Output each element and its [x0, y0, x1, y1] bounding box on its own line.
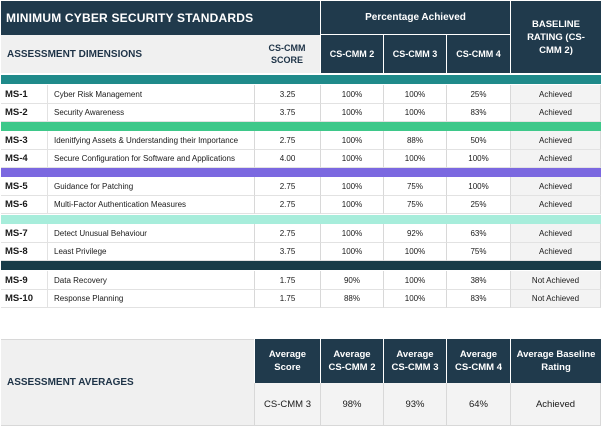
- avg-cmm4-value: 64%: [446, 383, 510, 426]
- avg-cmm3-value: 93%: [383, 383, 446, 426]
- row-dimension: Guidance for Patching: [47, 177, 254, 196]
- row-cmm4: 100%: [446, 150, 510, 168]
- row-dimension: Idenitfying Assets & Understanding their…: [47, 131, 254, 150]
- row-cmm2: 100%: [320, 243, 383, 261]
- standards-title: MINIMUM CYBER SECURITY STANDARDS: [6, 11, 254, 25]
- row-score: 1.75: [254, 271, 320, 290]
- row-score: 2.75: [254, 177, 320, 196]
- cmm3-header: CS-CMM 3: [383, 35, 446, 73]
- group-bar-5: [1, 261, 601, 270]
- avg-score-header: Average Score: [254, 339, 320, 383]
- row-cmm2: 100%: [320, 177, 383, 196]
- row-cmm3: 100%: [383, 271, 446, 290]
- row-score: 3.75: [254, 104, 320, 122]
- group-bar-2: [1, 122, 601, 131]
- score-header: CS-CMM SCORE: [254, 35, 320, 73]
- averages-label: ASSESSMENT AVERAGES: [7, 377, 134, 388]
- row-rating: Achieved: [510, 150, 601, 168]
- percentage-achieved-header: Percentage Achieved: [320, 1, 510, 35]
- row-rating: Achieved: [510, 177, 601, 196]
- row-rating: Achieved: [510, 85, 601, 104]
- row-code: MS-5: [1, 177, 47, 196]
- row-dimension: Data Recovery: [47, 271, 254, 290]
- row-code: MS-7: [1, 224, 47, 243]
- row-code: MS-9: [1, 271, 47, 290]
- row-score: 3.75: [254, 243, 320, 261]
- row-cmm2: 100%: [320, 104, 383, 122]
- row-rating: Achieved: [510, 243, 601, 261]
- row-cmm3: 100%: [383, 150, 446, 168]
- row-rating: Not Achieved: [510, 290, 601, 308]
- row-cmm2: 100%: [320, 85, 383, 104]
- row-dimension: Multi-Factor Authentication Measures: [47, 196, 254, 214]
- row-cmm4: 83%: [446, 290, 510, 308]
- assessment-dimensions-header: ASSESSMENT DIMENSIONS: [1, 35, 254, 73]
- row-rating: Achieved: [510, 131, 601, 150]
- row-cmm3: 100%: [383, 104, 446, 122]
- row-code: MS-3: [1, 131, 47, 150]
- row-dimension: Secure Configuration for Software and Ap…: [47, 150, 254, 168]
- row-score: 2.75: [254, 224, 320, 243]
- row-code: MS-4: [1, 150, 47, 168]
- group-bar-1: [1, 75, 601, 84]
- row-rating: Achieved: [510, 224, 601, 243]
- row-cmm4: 25%: [446, 85, 510, 104]
- row-dimension: Least Privilege: [47, 243, 254, 261]
- row-rating: Achieved: [510, 104, 601, 122]
- row-cmm2: 100%: [320, 131, 383, 150]
- row-cmm4: 83%: [446, 104, 510, 122]
- group-bar-4: [1, 215, 601, 224]
- row-cmm4: 38%: [446, 271, 510, 290]
- row-code: MS-8: [1, 243, 47, 261]
- row-score: 2.75: [254, 196, 320, 214]
- row-score: 3.25: [254, 85, 320, 104]
- cmm2-header: CS-CMM 2: [320, 35, 383, 73]
- row-cmm2: 100%: [320, 196, 383, 214]
- row-cmm3: 75%: [383, 177, 446, 196]
- row-rating: Not Achieved: [510, 271, 601, 290]
- row-cmm4: 25%: [446, 196, 510, 214]
- row-cmm2: 100%: [320, 150, 383, 168]
- row-cmm2: 100%: [320, 224, 383, 243]
- baseline-rating-header: BASELINE RATING (CS-CMM 2): [510, 1, 601, 73]
- row-cmm3: 92%: [383, 224, 446, 243]
- row-cmm4: 63%: [446, 224, 510, 243]
- row-dimension: Detect Unusual Behaviour: [47, 224, 254, 243]
- row-cmm3: 75%: [383, 196, 446, 214]
- row-score: 4.00: [254, 150, 320, 168]
- group-bar-3: [1, 168, 601, 177]
- avg-rating-value: Achieved: [510, 383, 601, 426]
- row-cmm3: 100%: [383, 290, 446, 308]
- row-cmm4: 75%: [446, 243, 510, 261]
- avg-score-value: CS-CMM 3: [254, 383, 320, 426]
- cmm4-header: CS-CMM 4: [446, 35, 510, 73]
- row-code: MS-10: [1, 290, 47, 308]
- row-code: MS-1: [1, 85, 47, 104]
- row-cmm2: 90%: [320, 271, 383, 290]
- avg-cmm4-header: Average CS-CMM 4: [446, 339, 510, 383]
- row-score: 2.75: [254, 131, 320, 150]
- avg-rating-header: Average Baseline Rating: [510, 339, 601, 383]
- row-cmm3: 100%: [383, 243, 446, 261]
- averages-label-cell: ASSESSMENT AVERAGES: [1, 339, 254, 426]
- avg-cmm3-header: Average CS-CMM 3: [383, 339, 446, 383]
- row-dimension: Cyber Risk Management: [47, 85, 254, 104]
- row-cmm4: 50%: [446, 131, 510, 150]
- avg-cmm2-header: Average CS-CMM 2: [320, 339, 383, 383]
- avg-cmm2-value: 98%: [320, 383, 383, 426]
- row-cmm2: 88%: [320, 290, 383, 308]
- row-cmm4: 100%: [446, 177, 510, 196]
- row-dimension: Security Awareness: [47, 104, 254, 122]
- row-rating: Achieved: [510, 196, 601, 214]
- row-dimension: Response Planning: [47, 290, 254, 308]
- row-code: MS-2: [1, 104, 47, 122]
- standards-title-cell: MINIMUM CYBER SECURITY STANDARDS: [1, 1, 320, 35]
- row-score: 1.75: [254, 290, 320, 308]
- row-cmm3: 88%: [383, 131, 446, 150]
- row-cmm3: 100%: [383, 85, 446, 104]
- row-code: MS-6: [1, 196, 47, 214]
